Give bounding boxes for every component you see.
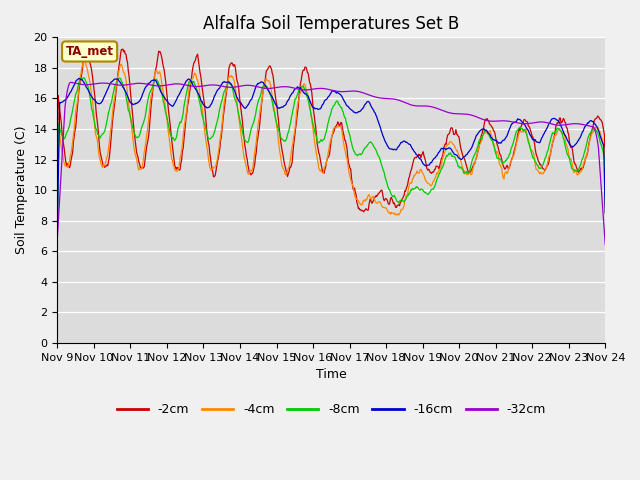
-16cm bbox=[75, 75, 83, 81]
-4cm bbox=[602, 211, 609, 217]
-4cm bbox=[80, 58, 88, 64]
-2cm bbox=[54, 172, 61, 178]
Line: -2cm: -2cm bbox=[58, 49, 605, 212]
-4cm bbox=[63, 164, 71, 170]
-16cm bbox=[176, 90, 184, 96]
-16cm bbox=[120, 86, 128, 92]
-2cm bbox=[415, 152, 423, 158]
Text: TA_met: TA_met bbox=[66, 45, 114, 58]
-32cm bbox=[399, 99, 406, 105]
-32cm bbox=[415, 103, 422, 109]
-8cm bbox=[602, 203, 609, 208]
-8cm bbox=[54, 229, 61, 235]
-16cm bbox=[63, 95, 71, 101]
-8cm bbox=[205, 136, 213, 142]
-8cm bbox=[399, 198, 406, 204]
-8cm bbox=[120, 87, 128, 93]
-8cm bbox=[176, 119, 184, 125]
Title: Alfalfa Soil Temperatures Set B: Alfalfa Soil Temperatures Set B bbox=[204, 15, 460, 33]
-4cm bbox=[415, 170, 423, 176]
-16cm bbox=[602, 210, 609, 216]
-32cm bbox=[176, 81, 184, 87]
-16cm bbox=[205, 104, 213, 110]
-8cm bbox=[79, 75, 87, 81]
-2cm bbox=[399, 194, 407, 200]
-4cm bbox=[399, 205, 407, 211]
-2cm bbox=[602, 202, 609, 208]
Line: -8cm: -8cm bbox=[58, 78, 605, 232]
-16cm bbox=[54, 219, 61, 225]
-2cm bbox=[120, 48, 128, 54]
-2cm bbox=[205, 143, 213, 148]
-32cm bbox=[63, 88, 71, 94]
-32cm bbox=[67, 80, 74, 85]
X-axis label: Time: Time bbox=[316, 368, 347, 381]
Line: -32cm: -32cm bbox=[58, 83, 605, 244]
-2cm bbox=[176, 167, 184, 173]
Legend: -2cm, -4cm, -8cm, -16cm, -32cm: -2cm, -4cm, -8cm, -16cm, -32cm bbox=[111, 398, 551, 421]
-32cm bbox=[54, 234, 61, 240]
-16cm bbox=[399, 139, 406, 144]
Line: -16cm: -16cm bbox=[58, 78, 605, 222]
-16cm bbox=[415, 154, 422, 160]
-4cm bbox=[54, 188, 61, 194]
Y-axis label: Soil Temperature (C): Soil Temperature (C) bbox=[15, 126, 28, 254]
-4cm bbox=[120, 71, 128, 76]
-8cm bbox=[415, 186, 422, 192]
-4cm bbox=[176, 155, 184, 161]
-4cm bbox=[205, 160, 213, 166]
-32cm bbox=[120, 82, 128, 88]
-4cm bbox=[395, 212, 403, 218]
-2cm bbox=[63, 161, 71, 167]
-2cm bbox=[83, 46, 90, 52]
-8cm bbox=[63, 129, 71, 134]
-2cm bbox=[360, 209, 367, 215]
-32cm bbox=[205, 82, 213, 88]
Line: -4cm: -4cm bbox=[58, 61, 605, 215]
-32cm bbox=[602, 241, 609, 247]
